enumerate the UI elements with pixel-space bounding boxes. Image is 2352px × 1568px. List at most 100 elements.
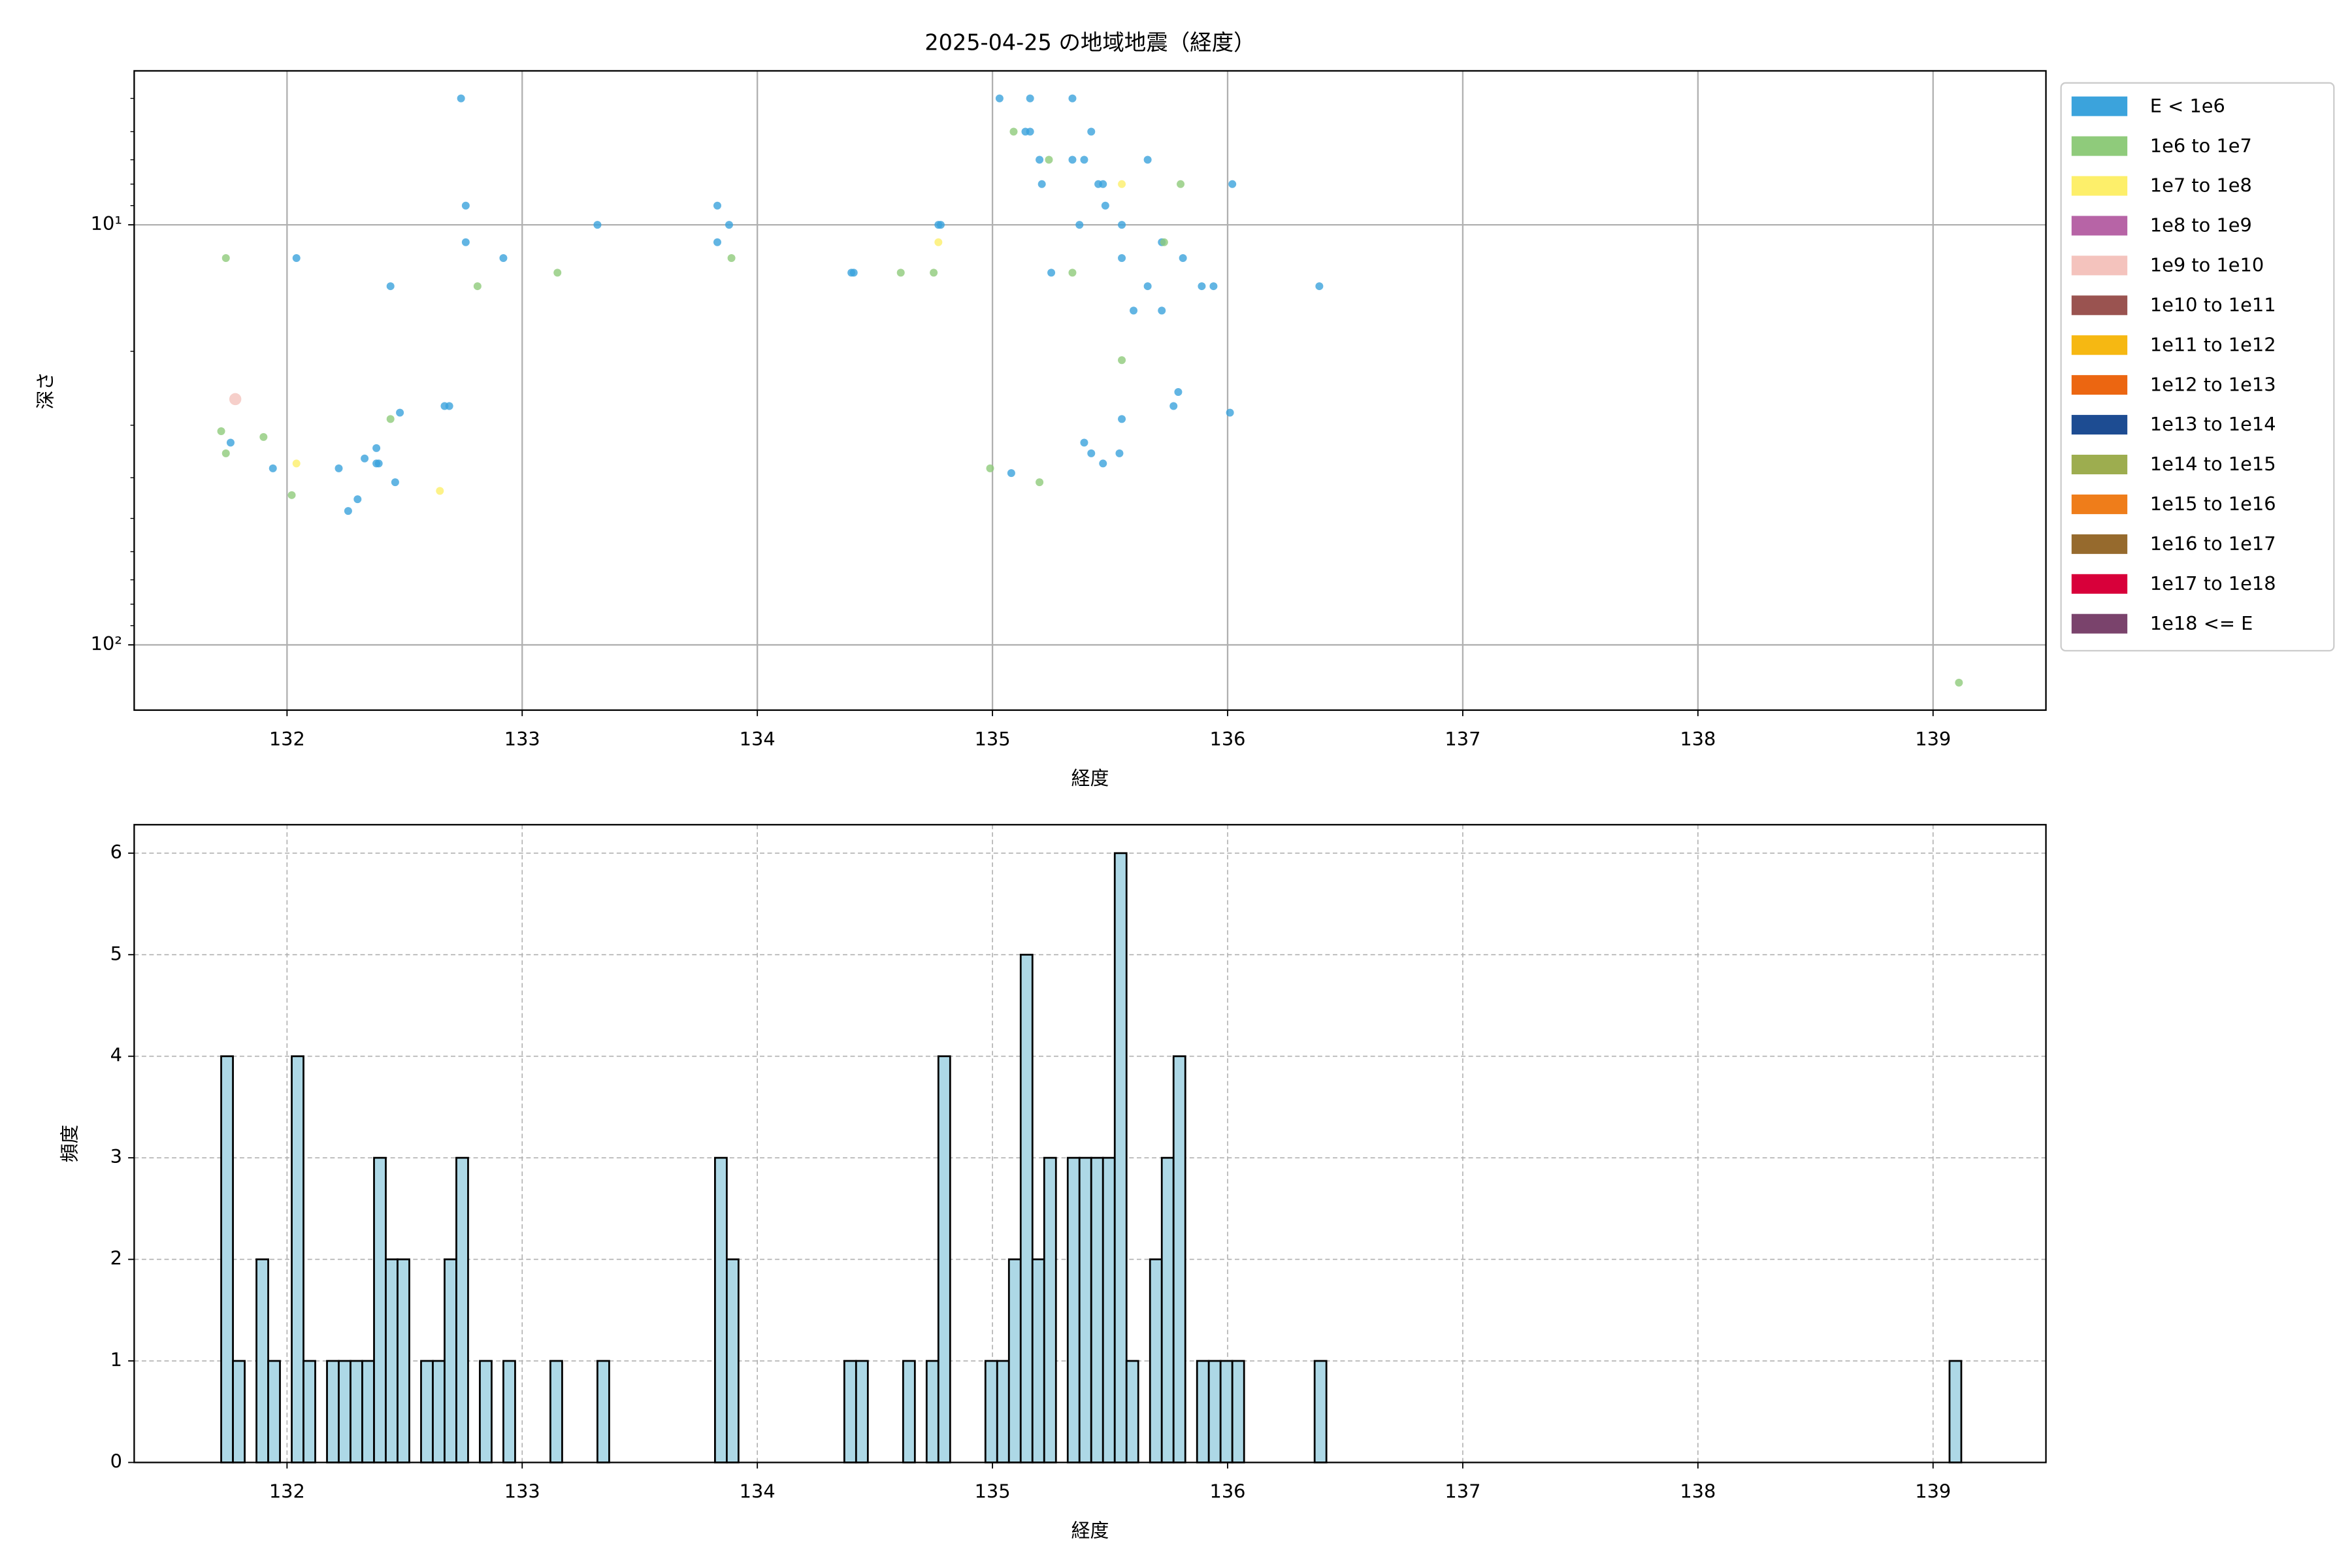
legend-swatch bbox=[2071, 136, 2128, 156]
scatter-point bbox=[391, 478, 399, 487]
histogram-bar bbox=[1066, 1156, 1081, 1463]
scatter-point bbox=[473, 282, 482, 291]
legend-swatch bbox=[2071, 455, 2128, 474]
x-tick-label: 134 bbox=[740, 1480, 776, 1503]
scatter-point bbox=[353, 495, 362, 504]
histogram-bar bbox=[502, 1360, 516, 1463]
histogram-bar bbox=[1102, 1156, 1116, 1463]
scatter-point bbox=[1026, 94, 1034, 103]
histogram-bar bbox=[1172, 1055, 1186, 1463]
scatter-point bbox=[1087, 449, 1096, 457]
scatter-point bbox=[386, 415, 395, 423]
scatter-point bbox=[361, 454, 369, 463]
x-tick-label: 139 bbox=[1915, 728, 1951, 750]
marks bbox=[217, 94, 1963, 687]
histogram-bar bbox=[361, 1360, 375, 1463]
legend-swatch bbox=[2071, 176, 2128, 196]
histogram-bar bbox=[1231, 1360, 1245, 1463]
scatter-point bbox=[292, 459, 301, 468]
scatter-point bbox=[1179, 254, 1187, 263]
scatter-point bbox=[1118, 180, 1126, 188]
x-tick-label: 139 bbox=[1915, 1480, 1951, 1503]
scatter-point bbox=[930, 269, 938, 277]
x-tick-label: 137 bbox=[1445, 1480, 1480, 1503]
histogram-bar bbox=[291, 1055, 304, 1463]
legend-swatch bbox=[2071, 255, 2128, 276]
x-tick-label: 136 bbox=[1209, 728, 1245, 750]
scatter-point bbox=[1009, 127, 1018, 136]
scatter-point bbox=[372, 444, 381, 452]
plot-frame bbox=[133, 824, 2047, 1463]
scatter-point bbox=[593, 221, 602, 229]
histogram-bar bbox=[267, 1360, 281, 1463]
scatter-point bbox=[1068, 155, 1077, 164]
legend-swatch bbox=[2071, 295, 2128, 316]
scatter-point bbox=[457, 94, 465, 103]
histogram-bar bbox=[1090, 1156, 1104, 1463]
histogram-bar bbox=[1313, 1360, 1328, 1463]
histogram-bar bbox=[373, 1156, 387, 1463]
histogram-bar bbox=[302, 1360, 316, 1463]
x-tick-label: 135 bbox=[975, 1480, 1011, 1503]
y-tick-label: 4 bbox=[110, 1044, 122, 1066]
scatter-point bbox=[287, 491, 296, 499]
scatter-point bbox=[1177, 180, 1185, 188]
scatter-point bbox=[1036, 155, 1044, 164]
histogram-bar bbox=[549, 1360, 563, 1463]
x-tick-label: 132 bbox=[269, 728, 305, 750]
scatter-point bbox=[226, 438, 235, 447]
legend-label: 1e12 to 1e13 bbox=[2150, 373, 2276, 395]
histogram-bar bbox=[432, 1360, 446, 1463]
y-tick-label: 10¹ bbox=[91, 212, 122, 235]
scatter-point bbox=[1130, 306, 1138, 315]
scatter-point bbox=[1158, 306, 1166, 315]
scatter-point bbox=[1007, 469, 1015, 478]
legend-swatch bbox=[2071, 335, 2128, 355]
histogram-bar bbox=[255, 1258, 269, 1463]
scatter-point bbox=[986, 464, 994, 472]
scatter-point bbox=[344, 507, 352, 515]
scatter-point bbox=[1228, 180, 1237, 188]
histogram-bar bbox=[1113, 852, 1128, 1463]
scatter-point bbox=[896, 269, 905, 277]
histogram-bar bbox=[444, 1258, 457, 1463]
scatter-point bbox=[936, 221, 945, 229]
legend-swatch bbox=[2071, 96, 2128, 116]
scatter-point bbox=[1118, 254, 1126, 263]
scatter-point bbox=[335, 464, 343, 472]
scatter-point bbox=[934, 238, 943, 246]
histogram-bar bbox=[1948, 1360, 1963, 1463]
histogram-bar bbox=[1019, 953, 1034, 1463]
legend-swatch bbox=[2071, 574, 2128, 594]
x-tick-label: 133 bbox=[504, 1480, 540, 1503]
scatter-point bbox=[386, 282, 395, 291]
histogram-bar bbox=[902, 1360, 916, 1463]
scatter-point bbox=[1955, 678, 1963, 687]
histogram-bar bbox=[843, 1360, 857, 1463]
scatter-point bbox=[1080, 155, 1088, 164]
scatter-point bbox=[1169, 402, 1178, 410]
y-tick-label: 6 bbox=[110, 841, 122, 863]
scatter-point bbox=[374, 459, 383, 468]
scatter-point bbox=[1209, 282, 1218, 291]
histogram-bar bbox=[420, 1360, 434, 1463]
histogram-bar bbox=[350, 1360, 363, 1463]
scatter-point bbox=[1047, 269, 1056, 277]
legend-label: 1e10 to 1e11 bbox=[2150, 293, 2276, 316]
legend-label: 1e17 to 1e18 bbox=[2150, 572, 2276, 595]
x-tick-label: 137 bbox=[1445, 728, 1480, 750]
scatter-point bbox=[1045, 155, 1053, 164]
histogram-bar bbox=[338, 1360, 351, 1463]
scatter-point bbox=[1075, 221, 1084, 229]
scatter-point bbox=[221, 449, 230, 457]
y-tick-label: 0 bbox=[110, 1450, 122, 1472]
x-tick-label: 134 bbox=[740, 728, 776, 750]
scatter-point bbox=[713, 238, 721, 246]
scatter-point bbox=[1087, 127, 1096, 136]
scatter-point bbox=[259, 433, 268, 441]
legend-label: 1e7 to 1e8 bbox=[2150, 174, 2252, 197]
histogram-bar bbox=[1043, 1156, 1057, 1463]
legend-frame bbox=[2060, 82, 2335, 652]
scatter-point bbox=[396, 408, 404, 417]
